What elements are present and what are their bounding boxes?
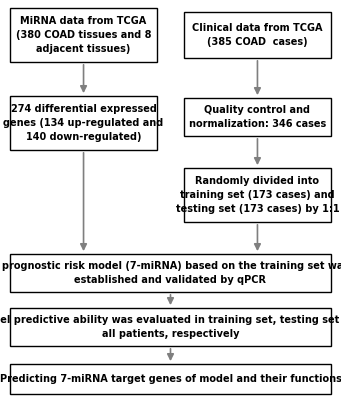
Text: A prognostic risk model (7-miRNA) based on the training set was
established and : A prognostic risk model (7-miRNA) based … — [0, 261, 341, 285]
FancyBboxPatch shape — [10, 364, 331, 394]
Text: Quality control and
normalization: 346 cases: Quality control and normalization: 346 c… — [189, 105, 326, 129]
FancyBboxPatch shape — [184, 12, 331, 58]
FancyBboxPatch shape — [10, 96, 157, 150]
FancyBboxPatch shape — [184, 168, 331, 222]
Text: 274 differential expressed
genes (134 up-regulated and
140 down-regulated): 274 differential expressed genes (134 up… — [3, 104, 164, 142]
FancyBboxPatch shape — [10, 8, 157, 62]
Text: Clinical data from TCGA
(385 COAD  cases): Clinical data from TCGA (385 COAD cases) — [192, 23, 323, 47]
FancyBboxPatch shape — [10, 308, 331, 346]
FancyBboxPatch shape — [184, 98, 331, 136]
Text: MiRNA data from TCGA
(380 COAD tissues and 8
adjacent tissues): MiRNA data from TCGA (380 COAD tissues a… — [16, 16, 151, 54]
Text: Model predictive ability was evaluated in training set, testing set and
all pati: Model predictive ability was evaluated i… — [0, 315, 341, 339]
Text: Randomly divided into
training set (173 cases) and
testing set (173 cases) by 1:: Randomly divided into training set (173 … — [176, 176, 339, 214]
Text: Predicting 7-miRNA target genes of model and their functions: Predicting 7-miRNA target genes of model… — [0, 374, 341, 384]
FancyBboxPatch shape — [10, 254, 331, 292]
